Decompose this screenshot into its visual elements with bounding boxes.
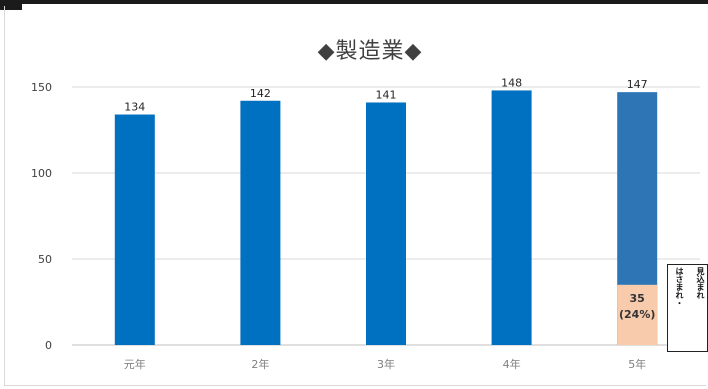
data-label: 148 — [501, 76, 522, 89]
segment-percent-label: (24%) — [619, 308, 655, 321]
chart-title: ◆製造業◆ — [317, 39, 423, 64]
y-tick-label: 50 — [38, 253, 52, 266]
data-label: 141 — [376, 88, 397, 101]
bar-segment — [617, 284, 658, 345]
bar — [240, 100, 281, 345]
annotation-box: はさまれ・ 見込まれ — [667, 264, 708, 352]
x-tick-label: 3年 — [377, 357, 395, 371]
bar — [114, 114, 155, 346]
data-label: 147 — [627, 78, 648, 91]
top-border-corner — [0, 0, 22, 10]
data-label: 134 — [124, 101, 145, 114]
x-tick-label: 2年 — [251, 357, 269, 371]
top-border — [0, 0, 708, 4]
data-label: 142 — [250, 87, 271, 100]
y-tick-label: 150 — [31, 81, 52, 94]
bar — [366, 102, 406, 345]
bar — [491, 90, 532, 345]
segment-value-label: 35 — [630, 292, 645, 305]
x-tick-label: 元年 — [124, 357, 146, 371]
x-tick-label: 4年 — [503, 357, 521, 371]
annotation-line-2: 見込まれ — [696, 267, 705, 299]
annotation-line-1: はさまれ・ — [675, 267, 684, 307]
x-tick-label: 5年 — [628, 357, 646, 371]
y-tick-label: 100 — [31, 167, 52, 180]
chart-frame — [4, 6, 706, 386]
y-tick-label: 0 — [45, 339, 52, 352]
